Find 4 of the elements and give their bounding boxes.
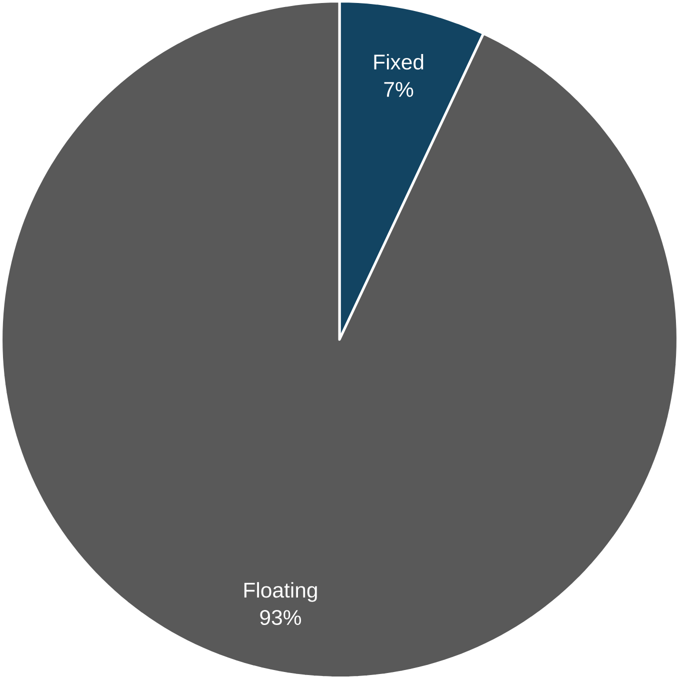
slice-label: Floating (244, 582, 317, 602)
data-label: 93% (260, 610, 301, 626)
data-label: 7% (384, 82, 414, 97)
slice-label: Fixed (374, 54, 424, 70)
